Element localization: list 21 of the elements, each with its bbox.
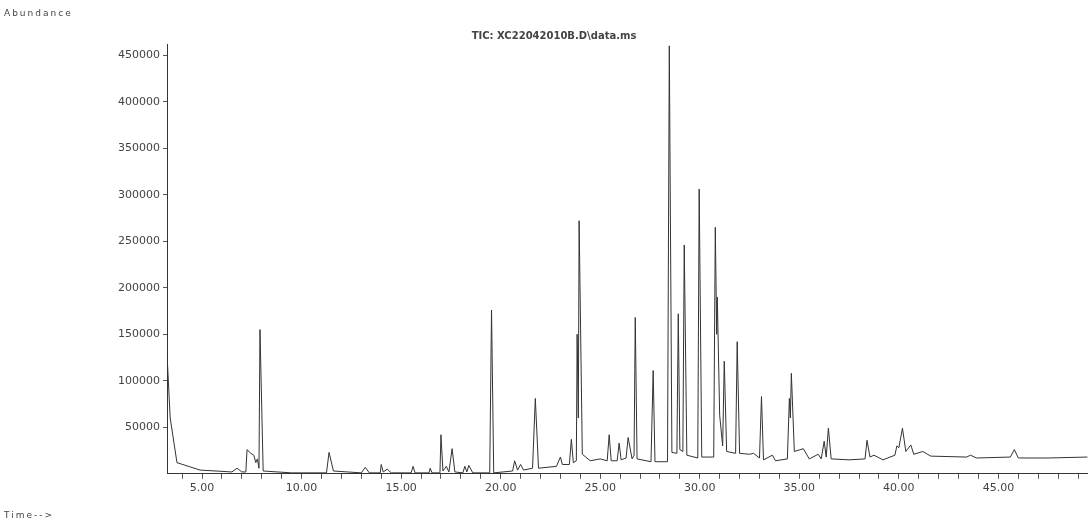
x-tick-label: 40.00 xyxy=(883,481,915,495)
text: Abundance xyxy=(4,8,73,18)
y-tick-label: 200000 xyxy=(118,280,160,294)
x-tick-label: 30.00 xyxy=(684,481,716,495)
x-tick-label: 35.00 xyxy=(783,481,816,495)
y-tick-label: 50000 xyxy=(125,420,160,434)
x-tick-label: 45.00 xyxy=(982,481,1015,495)
x-tick-label: 10.00 xyxy=(285,481,318,495)
x-tick-label: 5.00 xyxy=(189,481,215,495)
y-tick-label: 400000 xyxy=(118,94,160,108)
y-tick-label: 150000 xyxy=(118,327,160,341)
x-tick-label: 15.00 xyxy=(385,481,417,495)
y-tick-label: 100000 xyxy=(118,373,160,387)
x-tick-label: 25.00 xyxy=(584,481,616,495)
y-tick-label: 450000 xyxy=(118,48,160,62)
chart-title: TIC: XC22042010B.D\data.ms xyxy=(471,29,637,41)
y-tick-label: 250000 xyxy=(118,234,160,248)
x-tick-label: 20.00 xyxy=(484,481,517,495)
text: Time--> xyxy=(4,510,55,520)
y-tick-label: 300000 xyxy=(118,187,160,201)
y-tick-label: 350000 xyxy=(118,141,160,155)
